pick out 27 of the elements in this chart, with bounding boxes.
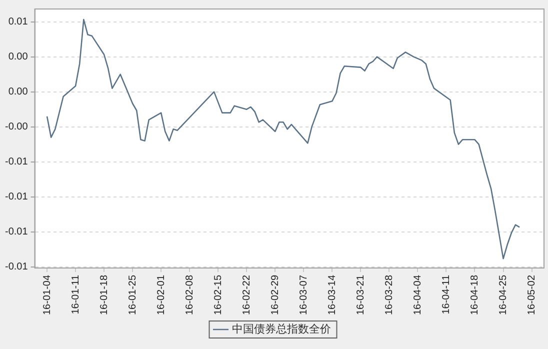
y-tick-label: -0.01 [4, 192, 28, 203]
x-tick-label: 16-04-11 [440, 274, 452, 314]
x-tick-label: 16-05-02 [526, 274, 538, 315]
x-tick-label: 16-02-15 [212, 274, 224, 315]
x-tick-label: 16-03-21 [355, 274, 366, 315]
legend-label: 中国债券总指数全价 [232, 322, 331, 336]
x-tick-label: 16-04-04 [412, 274, 424, 315]
y-tick-label: 0.00 [8, 86, 28, 98]
x-tick-label: 16-02-22 [241, 274, 252, 315]
x-tick-label: 16-03-07 [298, 274, 310, 315]
y-tick-label: 0.01 [8, 16, 28, 28]
y-tick-label: -0.01 [4, 262, 28, 273]
x-tick-label: 16-01-04 [42, 274, 53, 315]
x-tick-label: 16-02-01 [156, 274, 167, 315]
x-tick-label: 16-02-29 [270, 274, 281, 315]
y-tick-label: -0.01 [4, 156, 28, 168]
x-tick-label: 16-01-18 [98, 274, 110, 315]
y-tick-label: -0.00 [4, 122, 28, 133]
x-tick-label: 16-04-18 [470, 274, 480, 315]
x-tick-label: 16-01-25 [127, 274, 138, 315]
x-tick-label: 16-03-28 [384, 274, 395, 315]
x-tick-label: 16-02-08 [184, 274, 196, 315]
y-tick-label: 0.00 [8, 52, 28, 63]
y-tick-label: -0.01 [4, 226, 28, 238]
x-tick-label: 16-04-25 [498, 274, 510, 315]
x-tick-label: 16-03-14 [326, 274, 338, 315]
x-tick-label: 16-01-11 [70, 274, 82, 314]
